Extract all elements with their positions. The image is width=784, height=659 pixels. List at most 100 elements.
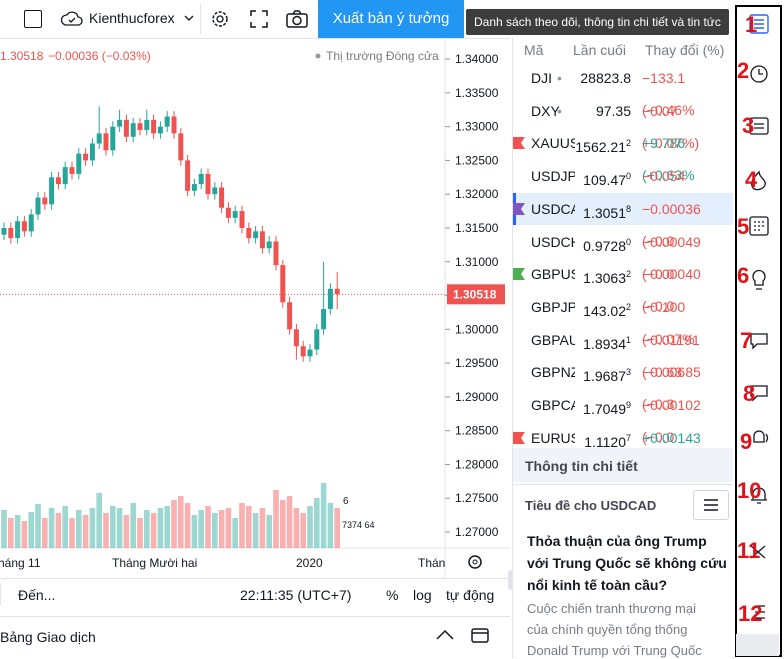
annotation-number: 7 [740, 328, 753, 353]
tooltip: Danh sách theo dõi, thông tin chi tiết v… [466, 9, 729, 35]
auto-toggle[interactable]: tự động [446, 587, 495, 603]
column-header[interactable]: Thay đổi (%) [645, 42, 725, 58]
volume-bar [198, 510, 204, 548]
change: +9.786 (+0.63% [642, 135, 695, 184]
candle-body [1, 227, 7, 235]
candle-body [55, 177, 61, 185]
watchlist-row[interactable]: GBPAUD1.89341−0.01191 (−0.63 [513, 324, 734, 380]
watchlist-row[interactable]: XAUUSD1562.212 +9.786 (+0.63% [513, 127, 734, 183]
volume-bar [273, 490, 279, 548]
candle-body [110, 126, 116, 151]
watchlist-row[interactable]: GBPCAD1.70499 −0.00102 (−0.0 [513, 389, 734, 445]
candle-body [239, 211, 245, 228]
symbol: DXY [531, 102, 560, 119]
candle-body [287, 302, 293, 330]
flag [513, 268, 525, 281]
change: −0.00102 (−0.0 [642, 397, 701, 445]
volume-bar [164, 506, 170, 548]
symbol: EURUSD [531, 429, 575, 446]
maximize-button[interactable] [470, 627, 490, 645]
price-label: 1.29500 [455, 356, 499, 370]
volume-bar [225, 508, 232, 548]
right-sidebar: 1 2 3 4 5 6 7 8 9 10 11 12 [733, 0, 784, 658]
watchlist-row[interactable]: GBPUSD1.30632−0.00040 (−0.0 [513, 258, 734, 314]
candle-body [219, 187, 225, 208]
news-list-button[interactable] [693, 490, 729, 520]
goto-button[interactable]: Đến... [18, 587, 56, 603]
annotation-number: 3 [742, 113, 755, 138]
bottom-bar: Đến... 22:11:35 (UTC+7) % log tự động [0, 578, 510, 611]
annotation-number: 2 [737, 58, 750, 83]
trading-panel-title[interactable]: Bảng Giao dịch [0, 629, 96, 645]
last-price-sup: 9 [625, 400, 631, 410]
change: −0.00040 (−0.0 [642, 266, 701, 315]
symbol: GBPCAD [531, 397, 575, 413]
candle-body [144, 119, 150, 131]
volume-bar [55, 513, 62, 548]
last-price-main: 1.3051 [583, 204, 626, 221]
candle-body [178, 133, 184, 161]
watchlist-row[interactable]: DXY • 97.35 −0.07 (−0.07%) [513, 95, 734, 151]
candle-body [185, 160, 191, 191]
last-price: 1562.212 [573, 127, 631, 163]
watchlist-row[interactable]: USDJPY109.470−0.054 (−0.05% [513, 160, 734, 216]
price-label: 1.29000 [455, 390, 499, 404]
volume-bar [48, 508, 55, 548]
percent-toggle[interactable]: % [386, 587, 399, 603]
chevron[interactable] [184, 14, 194, 22]
candle-body [96, 133, 102, 144]
account-name[interactable]: Kienthucforex [89, 10, 175, 26]
watchlist-row[interactable]: DJI • 28823.8 −133.1 (−0.46% [513, 62, 734, 118]
column-header[interactable]: Mã [524, 42, 544, 58]
volume-bar [239, 503, 245, 548]
candle-body [198, 173, 204, 185]
layout-button[interactable] [24, 10, 42, 28]
candle-body [273, 241, 279, 266]
last-price-main: 1.3063 [583, 270, 626, 287]
column-header[interactable]: Lần cuối [573, 42, 626, 58]
candle-body [76, 153, 82, 174]
annotation-number: 8 [743, 381, 756, 406]
last-price: 143.022 [573, 291, 631, 327]
last-price-main: 143.02 [583, 302, 626, 319]
volume-bar [89, 508, 96, 548]
last-price-sup: 2 [625, 301, 631, 312]
cloud-icon[interactable] [60, 10, 84, 28]
scroll-down[interactable] [736, 634, 779, 656]
annotation-box [735, 5, 782, 657]
candle-body [164, 116, 170, 127]
price-label: 1.32000 [455, 187, 499, 201]
candle-body [314, 329, 320, 350]
symbol: GBPAUD [531, 331, 575, 348]
snapshot-button[interactable] [285, 9, 309, 29]
news-headline[interactable]: Thỏa thuận của ông Trump với Trung Quốc … [527, 533, 727, 593]
settings-button[interactable] [209, 8, 231, 30]
change: −0.00685 (−0.3 [642, 364, 701, 413]
last-price-main: 1562.21 [575, 139, 626, 156]
watchlist-row[interactable]: USDCAD1.30518−0.00036 (−0.0 [513, 192, 734, 249]
price-label: 1.33500 [455, 86, 499, 100]
volume-bar [307, 506, 313, 548]
symbol: GBPJPY [531, 298, 575, 315]
candle-body [157, 126, 163, 134]
last-price-sup: 7 [625, 432, 631, 443]
volume-bar [334, 508, 340, 548]
volume-bar [178, 496, 184, 548]
log-toggle[interactable]: log [413, 587, 432, 603]
publish-button[interactable]: Xuất bản ý tưởng [318, 0, 464, 38]
expand-button[interactable] [436, 629, 454, 641]
resize-handle[interactable] [508, 570, 514, 590]
price-label: 1.34000 [455, 52, 499, 66]
last-price: 1.70499 [573, 389, 631, 425]
volume-bar [116, 508, 123, 548]
watchlist-row[interactable]: USDCHF0.97280−0.00049 (−0.0 [513, 226, 734, 282]
fullscreen-button[interactable] [249, 9, 269, 29]
watchlist-row[interactable]: GBPJPY143.022−0.100 (−0.07% [513, 291, 734, 347]
last-price-sup: 1 [625, 334, 631, 345]
watchlist-row[interactable]: GBPNZD1.96873−0.00685 (−0.3 [513, 356, 734, 412]
candle-body [62, 167, 68, 185]
candle-body [266, 241, 272, 249]
details-title[interactable]: Thông tin chi tiết [525, 458, 638, 474]
change: −133.1 (−0.46% [642, 70, 695, 118]
settings-icon[interactable] [468, 555, 482, 569]
